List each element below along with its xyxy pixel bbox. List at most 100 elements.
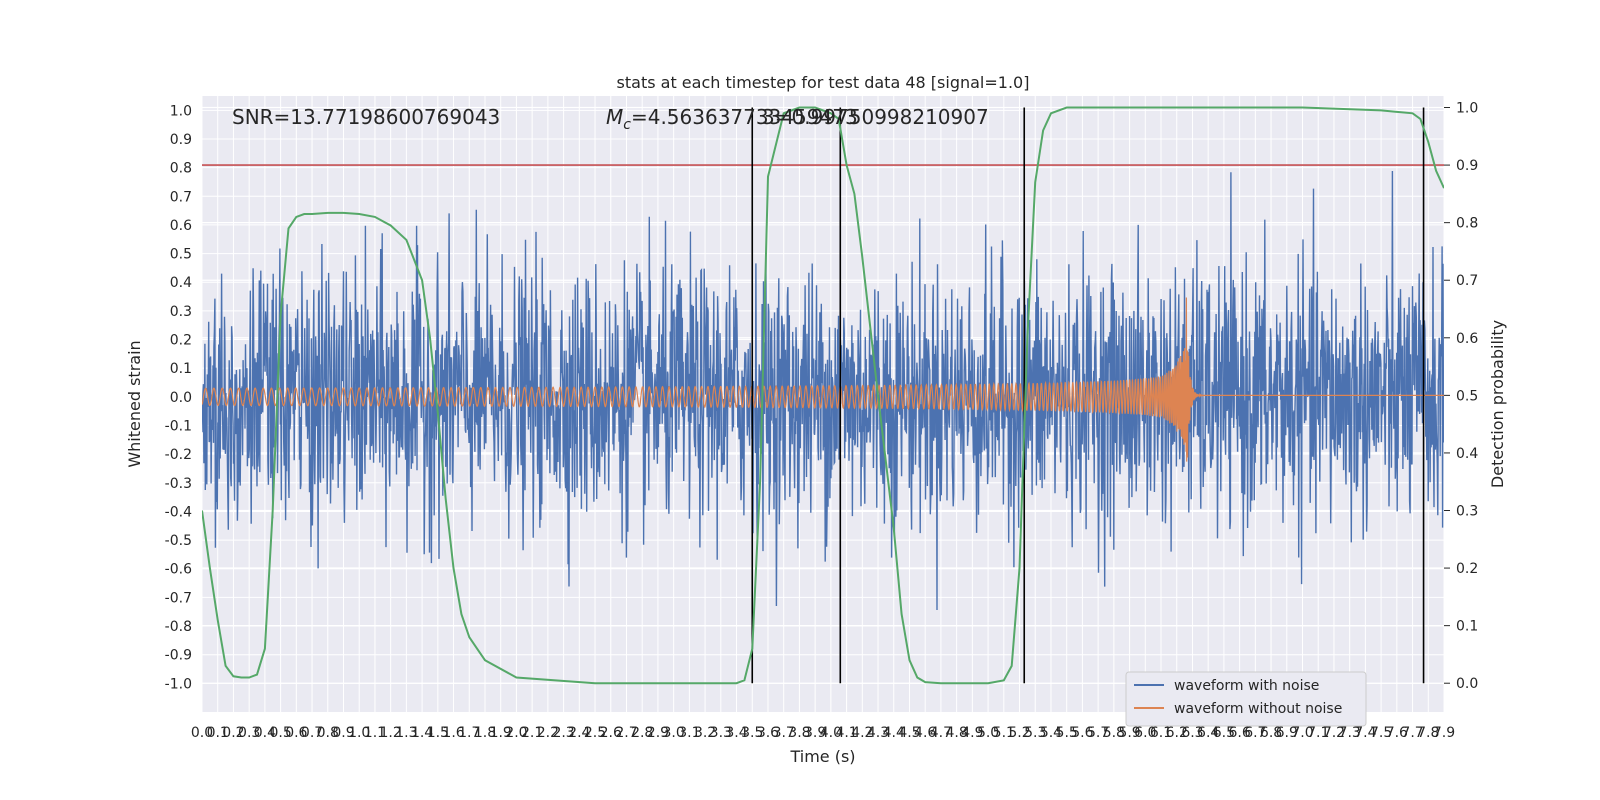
x-tick-label: 0.3: [238, 725, 260, 741]
x-tick-label: 7.8: [1417, 725, 1439, 741]
x-tick-label: 3.4: [725, 725, 747, 741]
x-tick-label: 6.8: [1260, 725, 1282, 741]
x-axis: 0.00.10.20.30.40.50.60.70.80.91.01.11.21…: [191, 725, 1455, 741]
left-y-tick-label: 0.7: [170, 189, 192, 205]
x-tick-label: 3.1: [678, 725, 700, 741]
left-y-tick-label: 1.0: [170, 103, 192, 119]
x-tick-label: 5.8: [1103, 725, 1125, 741]
legend-label-noise: waveform with noise: [1174, 678, 1319, 694]
x-tick-label: 2.8: [631, 725, 653, 741]
left-y-tick-label: -0.7: [165, 590, 192, 606]
right-y-tick-label: 0.2: [1456, 561, 1478, 577]
snr-annotation: SNR=13.77198600769043: [232, 105, 500, 129]
right-y-tick-label: 0.5: [1456, 388, 1478, 404]
left-y-tick-label: -0.8: [165, 619, 192, 635]
x-tick-label: 7.0: [1291, 725, 1313, 741]
x-tick-label: 0.1: [207, 725, 229, 741]
x-tick-label: 6.7: [1244, 725, 1266, 741]
left-y-tick-label: 0.1: [170, 361, 192, 377]
x-tick-label: 7.2: [1323, 725, 1345, 741]
left-y-tick-label: -0.1: [165, 418, 192, 434]
x-tick-label: 2.9: [647, 725, 669, 741]
x-tick-label: 6.2: [1166, 725, 1188, 741]
x-tick-label: 6.9: [1276, 725, 1298, 741]
x-tick-label: 5.4: [1040, 725, 1062, 741]
x-tick-label: 5.7: [1087, 725, 1109, 741]
legend-box: [1125, 671, 1367, 727]
left-y-tick-label: -0.6: [165, 562, 192, 578]
left-y-tick-label: 0.6: [170, 218, 192, 234]
x-tick-label: 2.7: [615, 725, 637, 741]
left-y-tick-label: -0.9: [165, 648, 192, 664]
x-tick-label: 4.0: [820, 725, 842, 741]
x-tick-label: 3.0: [663, 725, 685, 741]
left-y-axis-label: Whitened strain: [125, 340, 144, 467]
x-tick-label: 1.0: [348, 725, 370, 741]
right-y-tick-label: 0.6: [1456, 331, 1478, 347]
x-tick-label: 1.7: [458, 725, 480, 741]
x-tick-label: 6.1: [1150, 725, 1172, 741]
x-tick-label: 2.2: [537, 725, 559, 741]
x-tick-label: 0.2: [222, 725, 244, 741]
x-tick-label: 0.5: [269, 725, 291, 741]
plot-area: [202, 106, 1444, 685]
x-tick-label: 5.9: [1118, 725, 1140, 741]
x-tick-label: 4.7: [930, 725, 952, 741]
right-y-axis-label: Detection probability: [1488, 320, 1507, 488]
x-tick-label: 1.5: [427, 725, 449, 741]
x-tick-label: 6.3: [1181, 725, 1203, 741]
left-y-tick-label: 0.2: [170, 333, 192, 349]
right-y-tick-label: 0.4: [1456, 446, 1478, 462]
x-tick-label: 7.1: [1307, 725, 1329, 741]
x-tick-label: 6.0: [1134, 725, 1156, 741]
left-y-tick-label: -0.2: [165, 447, 192, 463]
left-y-tick-label: -0.4: [165, 504, 192, 520]
x-tick-label: 0.8: [317, 725, 339, 741]
x-tick-label: 1.9: [490, 725, 512, 741]
x-tick-label: 1.6: [442, 725, 464, 741]
series-detection-probability: [202, 106, 1444, 685]
x-tick-label: 7.7: [1401, 725, 1423, 741]
x-tick-label: 2.4: [568, 725, 590, 741]
x-tick-label: 4.9: [961, 725, 983, 741]
left-y-tick-label: 0.4: [170, 275, 192, 291]
right-y-tick-label: 1.0: [1456, 101, 1478, 117]
x-tick-label: 7.6: [1386, 725, 1408, 741]
x-tick-label: 3.3: [710, 725, 732, 741]
overlap-annotation: 3=0.99750998210907: [762, 105, 989, 129]
x-tick-label: 2.1: [521, 725, 543, 741]
x-tick-label: 5.6: [1071, 725, 1093, 741]
x-tick-label: 6.6: [1228, 725, 1250, 741]
x-tick-label: 5.1: [993, 725, 1015, 741]
x-tick-label: 3.2: [694, 725, 716, 741]
x-tick-label: 0.9: [332, 725, 354, 741]
left-y-tick-label: 0.5: [170, 247, 192, 263]
x-tick-label: 4.8: [946, 725, 968, 741]
series-waveform-without-noise: [202, 297, 1444, 462]
x-tick-label: 0.4: [254, 725, 276, 741]
left-y-tick-label: 0.8: [170, 161, 192, 177]
x-tick-label: 4.3: [867, 725, 889, 741]
x-tick-label: 5.3: [1024, 725, 1046, 741]
series-layer: [202, 106, 1444, 685]
x-tick-label: 3.9: [804, 725, 826, 741]
x-tick-label: 5.0: [977, 725, 999, 741]
x-tick-label: 2.0: [505, 725, 527, 741]
x-tick-label: 7.4: [1354, 725, 1376, 741]
x-tick-label: 4.6: [914, 725, 936, 741]
x-tick-label: 3.7: [773, 725, 795, 741]
left-y-tick-label: 0.9: [170, 132, 192, 148]
x-tick-label: 3.8: [788, 725, 810, 741]
x-tick-label: 5.5: [1056, 725, 1078, 741]
x-tick-label: 2.6: [600, 725, 622, 741]
x-tick-label: 0.7: [301, 725, 323, 741]
right-y-axis: 0.0 0.1 0.2 0.3 0.4 0.5 0.6 0.7 0.8 0.9 1.0: [1444, 101, 1478, 692]
x-tick-label: 4.2: [851, 725, 873, 741]
x-tick-label: 2.3: [552, 725, 574, 741]
x-tick-label: 3.5: [741, 725, 763, 741]
x-tick-label: 4.4: [883, 725, 905, 741]
left-y-axis: -1.0 -0.9 -0.8 -0.7 -0.6 -0.5 -0.4 -0.3 -0.2 -0.1…: [165, 103, 192, 692]
x-tick-label: 7.3: [1339, 725, 1361, 741]
series-waveform-with-noise: [202, 170, 1444, 611]
left-y-tick-label: 0.3: [170, 304, 192, 320]
